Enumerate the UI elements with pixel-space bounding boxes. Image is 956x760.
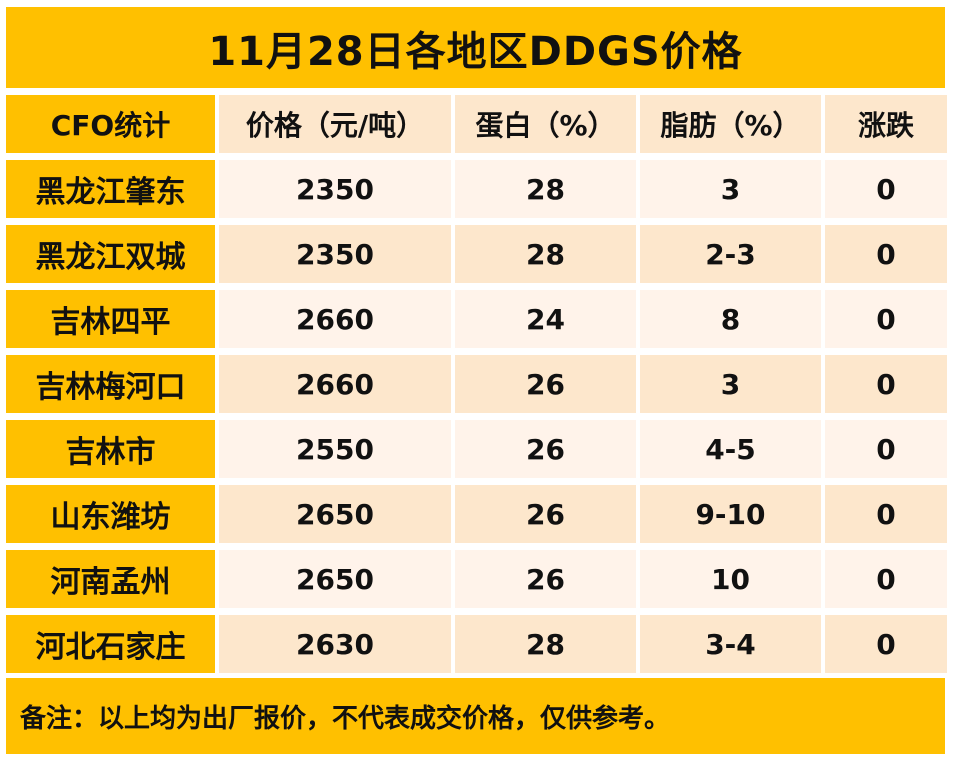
row-region: 山东潍坊: [6, 485, 215, 543]
row-change: 0: [825, 290, 947, 348]
row-change: 0: [825, 550, 947, 608]
row-fat: 4-5: [640, 420, 821, 478]
row-region: 吉林梅河口: [6, 355, 215, 413]
footer-note: 备注：以上均为出厂报价，不代表成交价格，仅供参考。: [6, 678, 945, 754]
row-fat: 8: [640, 290, 821, 348]
row-change: 0: [825, 615, 947, 673]
row-fat: 3-4: [640, 615, 821, 673]
row-price: 2660: [219, 290, 451, 348]
row-change: 0: [825, 160, 947, 218]
row-protein: 26: [455, 420, 636, 478]
row-change: 0: [825, 485, 947, 543]
header-cell-region: CFO统计: [6, 95, 215, 153]
row-region: 黑龙江双城: [6, 225, 215, 283]
row-fat: 3: [640, 355, 821, 413]
header-cell-protein: 蛋白（%）: [455, 95, 636, 153]
row-protein: 26: [455, 550, 636, 608]
row-change: 0: [825, 355, 947, 413]
row-price: 2660: [219, 355, 451, 413]
row-region: 河南孟州: [6, 550, 215, 608]
row-region: 黑龙江肇东: [6, 160, 215, 218]
header-cell-fat: 脂肪（%）: [640, 95, 821, 153]
row-price: 2350: [219, 160, 451, 218]
row-protein: 24: [455, 290, 636, 348]
row-region: 吉林市: [6, 420, 215, 478]
header-cell-change: 涨跌: [825, 95, 947, 153]
row-price: 2550: [219, 420, 451, 478]
row-protein: 26: [455, 355, 636, 413]
header-cell-price: 价格（元/吨）: [219, 95, 451, 153]
row-protein: 28: [455, 615, 636, 673]
row-price: 2650: [219, 485, 451, 543]
row-protein: 28: [455, 160, 636, 218]
row-region: 河北石家庄: [6, 615, 215, 673]
row-price: 2650: [219, 550, 451, 608]
row-protein: 26: [455, 485, 636, 543]
table-title: 11月28日各地区DDGS价格: [6, 7, 945, 88]
row-fat: 3: [640, 160, 821, 218]
row-protein: 28: [455, 225, 636, 283]
row-fat: 2-3: [640, 225, 821, 283]
row-fat: 9-10: [640, 485, 821, 543]
row-price: 2350: [219, 225, 451, 283]
row-price: 2630: [219, 615, 451, 673]
row-change: 0: [825, 225, 947, 283]
price-table: CFO统计 价格（元/吨） 蛋白（%） 脂肪（%） 涨跌 黑龙江肇东 2350 …: [6, 95, 947, 673]
row-fat: 10: [640, 550, 821, 608]
price-table-sheet: 11月28日各地区DDGS价格 CFO统计 价格（元/吨） 蛋白（%） 脂肪（%…: [6, 7, 947, 754]
row-region: 吉林四平: [6, 290, 215, 348]
row-change: 0: [825, 420, 947, 478]
